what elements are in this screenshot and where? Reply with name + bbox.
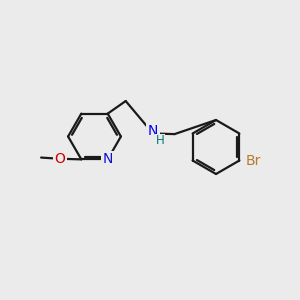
Text: N: N bbox=[103, 152, 113, 167]
Text: O: O bbox=[54, 152, 65, 166]
Text: H: H bbox=[156, 134, 165, 148]
Text: N: N bbox=[148, 124, 158, 138]
Text: Br: Br bbox=[245, 154, 261, 167]
